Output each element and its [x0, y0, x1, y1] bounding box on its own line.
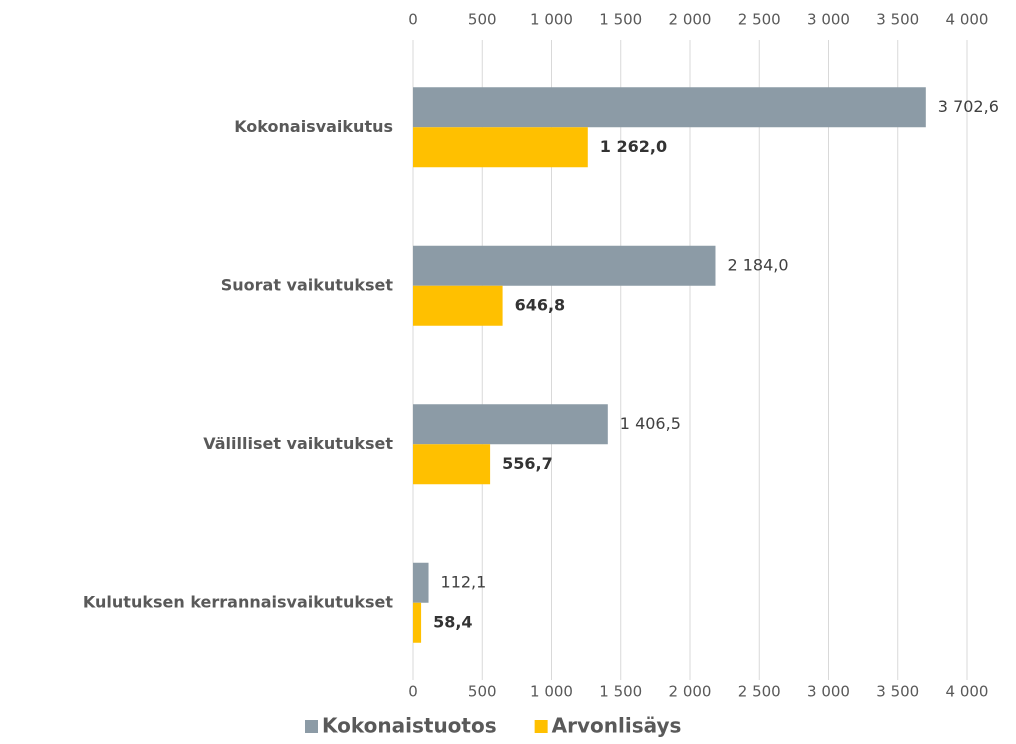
x-tick-label: 1 000: [530, 683, 573, 701]
value-label: 646,8: [515, 295, 566, 314]
x-tick-label: 1 500: [599, 11, 642, 29]
x-tick-label: 1 500: [599, 683, 642, 701]
x-tick-label: 2 000: [669, 683, 712, 701]
value-label: 2 184,0: [727, 255, 788, 274]
legend-swatch: [534, 720, 548, 733]
category-label: Välilliset vaikutukset: [203, 434, 393, 453]
x-tick-label: 4 000: [946, 11, 989, 29]
bar: [413, 404, 608, 445]
value-label: 112,1: [441, 572, 487, 591]
value-label: 58,4: [433, 612, 472, 631]
legend-label: Kokonaistuotos: [322, 714, 497, 738]
bar: [413, 245, 716, 286]
x-tick-label: 3 000: [807, 11, 850, 29]
x-tick-label: 3 000: [807, 683, 850, 701]
value-label: 3 702,6: [938, 97, 999, 116]
x-tick-label: 0: [408, 11, 418, 29]
x-tick-label: 2 500: [738, 11, 781, 29]
bar: [413, 602, 422, 643]
x-tick-label: 2 000: [669, 11, 712, 29]
value-label: 1 406,5: [620, 414, 681, 433]
legend-swatch: [305, 720, 318, 733]
category-label: Kokonaisvaikutus: [234, 117, 393, 136]
x-tick-label: 500: [468, 11, 497, 29]
bar: [413, 562, 429, 603]
x-tick-label: 2 500: [738, 683, 781, 701]
value-label: 1 262,0: [600, 137, 667, 156]
x-tick-label: 3 500: [876, 683, 919, 701]
x-tick-label: 3 500: [876, 11, 919, 29]
bar: [413, 87, 926, 128]
category-label: Kulutuksen kerrannaisvaikutukset: [83, 592, 393, 611]
value-label: 556,7: [502, 454, 553, 473]
x-tick-label: 1 000: [530, 11, 573, 29]
legend-label: Arvonlisäys: [552, 714, 682, 738]
x-tick-label: 4 000: [946, 683, 989, 701]
x-tick-label: 0: [408, 683, 418, 701]
bar: [413, 444, 491, 485]
bar: [413, 285, 503, 326]
x-tick-label: 500: [468, 683, 497, 701]
category-label: Suorat vaikutukset: [221, 275, 394, 294]
bar: [413, 127, 588, 168]
